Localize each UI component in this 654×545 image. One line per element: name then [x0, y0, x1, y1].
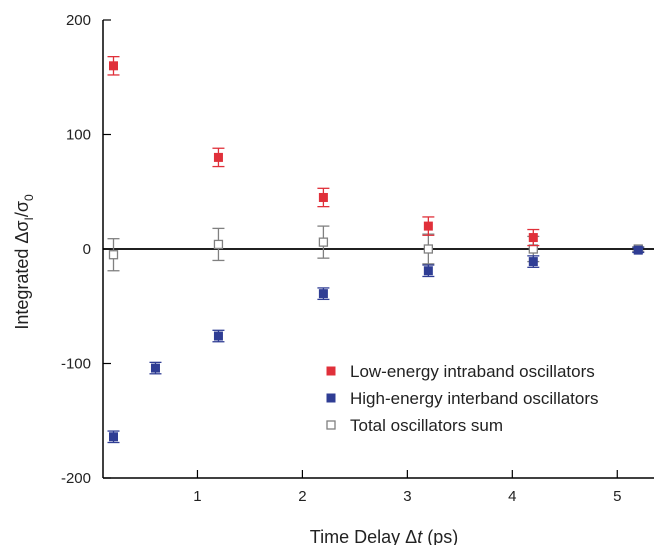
high-energy-interband-point	[423, 266, 433, 276]
total-oscillators-point	[423, 244, 434, 254]
high-energy-interband-point	[150, 363, 160, 373]
low-energy-intraband-point	[528, 233, 538, 243]
y-tick-label: 100	[66, 127, 91, 144]
y-tick-label: -100	[61, 356, 91, 373]
x-tick-label: 4	[508, 488, 516, 505]
x-axis-title: Time Delay Δt (ps)	[310, 527, 458, 545]
high-energy-interband-point	[213, 331, 223, 341]
y-tick-label: 0	[83, 241, 91, 258]
total-oscillators-point	[213, 239, 224, 250]
x-tick-label: 1	[193, 488, 201, 505]
total-oscillators-point	[318, 237, 329, 247]
low-energy-intraband-point	[108, 61, 118, 71]
high-energy-interband-point	[528, 257, 538, 267]
legend-marker	[326, 366, 336, 376]
plot-area: -200 -100 0 100 200 1 2 3 4 5	[61, 12, 654, 505]
y-tick-label: 200	[66, 12, 91, 29]
x-tick-label: 2	[298, 488, 306, 505]
x-tick-label: 5	[613, 488, 621, 505]
x-tick-label: 3	[403, 488, 411, 505]
low-energy-intraband-point	[423, 221, 433, 231]
legend-label: Low-energy intraband oscillators	[350, 362, 595, 381]
high-energy-interband-point	[633, 245, 643, 255]
legend-marker	[326, 420, 336, 430]
high-energy-interband-point	[318, 289, 328, 299]
total-oscillators-point	[108, 250, 119, 260]
low-energy-intraband-point	[213, 152, 223, 162]
legend-marker	[326, 393, 336, 403]
legend: Low-energy intraband oscillators High-ene…	[326, 362, 599, 435]
y-tick-label: -200	[61, 470, 91, 487]
low-energy-intraband-point	[318, 192, 328, 202]
legend-label: Total oscillators sum	[350, 416, 503, 435]
svg-text:Integrated ΔσI/σ0: Integrated ΔσI/σ0	[12, 194, 36, 330]
legend-label: High-energy interband oscillators	[350, 389, 599, 408]
high-energy-interband-point	[108, 432, 118, 442]
y-axis-title: Integrated ΔσI/σ0	[12, 194, 36, 330]
